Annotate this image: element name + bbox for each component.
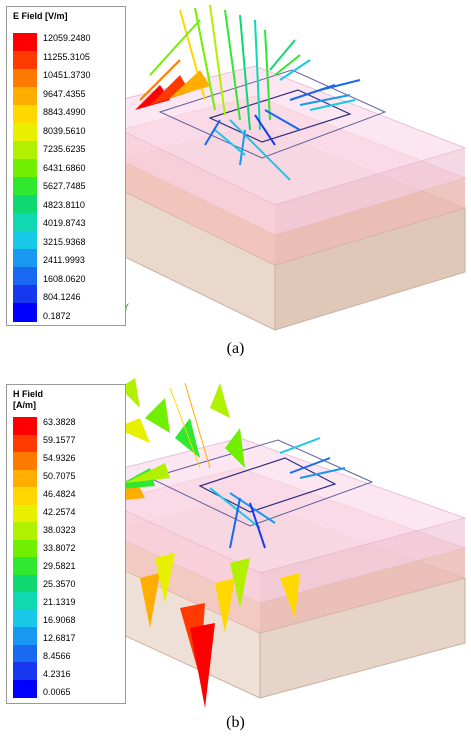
caption-a: (a) [226, 340, 245, 357]
tick-label: 2411.9993 [43, 255, 85, 266]
tick-label: 8843.4990 [43, 107, 86, 118]
color-bar-segment [13, 195, 37, 214]
color-bar-segment [13, 231, 37, 250]
color-bar-segment [13, 69, 37, 88]
tick-label: 10451.3730 [43, 70, 91, 81]
cavity-slot [198, 457, 337, 513]
color-bar-segment [13, 249, 37, 268]
tick-label: 29.5821 [43, 561, 76, 571]
color-bar-segment [13, 51, 37, 70]
caption-b: (b) [226, 714, 245, 731]
tick-label: 6431.6860 [43, 162, 86, 173]
tick-label: 38.0323 [43, 525, 76, 535]
tick-label: 50.7075 [43, 471, 76, 481]
h-field-legend-name: H Field [13, 389, 44, 399]
top-layer-left [80, 110, 275, 235]
cavity-box [158, 69, 387, 159]
e-field-color-bar [13, 33, 37, 322]
e-field-3d-scene: Z X Y [78, 4, 467, 331]
tick-label: 4019.8743 [43, 218, 86, 229]
tick-label: 33.8072 [43, 543, 76, 553]
tick-label: 0.0065 [43, 687, 71, 697]
color-bar-segment [13, 574, 37, 593]
middle-layer-right [260, 548, 465, 633]
color-bar-segment [13, 522, 37, 540]
color-bar-segment [13, 469, 37, 488]
color-bar-segment [13, 267, 37, 286]
tick-label: 8039.5610 [43, 125, 86, 136]
color-bar-segment [13, 557, 37, 575]
e-field-legend-title: E Field [V/m] [13, 11, 68, 21]
color-bar-segment [13, 504, 37, 523]
color-bar-segment [13, 141, 37, 160]
e-field-legend: E Field [V/m] 12059.2480 11255.3105 10451.… [6, 6, 126, 326]
tick-label: 25.3570 [43, 579, 76, 589]
color-bar-segment [13, 434, 37, 453]
color-bar-segment [13, 105, 37, 124]
tick-label: 12.6817 [43, 633, 76, 643]
figure-a: Z X Y E Field [V/m] 12059.2480 11255.3105… [0, 0, 471, 340]
tick-label: 54.9326 [43, 453, 76, 463]
color-bar-segment [13, 87, 37, 106]
tick-label: 63.3828 [43, 417, 76, 427]
tick-label: 1608.0620 [43, 273, 86, 284]
tick-label: 4823.8110 [43, 199, 85, 210]
color-bar-segment [13, 644, 37, 663]
color-bar-segment [13, 159, 37, 178]
tick-label: 9647.4355 [43, 88, 86, 99]
figure-b: Z X Y H Field [A/m] 63.382859.157754.932… [0, 378, 471, 713]
tick-label: 21.1319 [43, 597, 76, 607]
tick-label: 46.4824 [43, 489, 76, 499]
color-bar-segment [13, 679, 37, 698]
color-bar-segment [13, 627, 37, 645]
e-field-arrows [135, 4, 361, 181]
tick-label: 0.1872 [43, 311, 71, 321]
top-layer-right [260, 518, 465, 603]
middle-layer-left [80, 140, 275, 265]
color-bar-segment [13, 213, 37, 232]
color-bar-segment [13, 662, 37, 680]
color-bar-segment [13, 123, 37, 142]
tick-label: 11255.3105 [43, 51, 90, 62]
axis-label-y: Y [123, 302, 129, 312]
color-bar-segment [13, 539, 37, 558]
tick-label: 4.2316 [43, 669, 71, 679]
h-field-legend: H Field [A/m] 63.3828 59.1577 54.9326 50.70… [6, 384, 126, 704]
tick-label: 804.1246 [43, 292, 81, 303]
color-bar-segment [13, 285, 37, 304]
color-bar-segment [13, 609, 37, 628]
color-bar-segment [13, 177, 37, 196]
top-layer-right [275, 148, 465, 235]
tick-label: 7235.6235 [43, 144, 86, 155]
tick-label: 8.4566 [43, 651, 71, 661]
color-bar-segment [13, 592, 37, 610]
tick-label: 5627.7485 [43, 181, 86, 192]
tick-label: 59.1577 [43, 435, 76, 445]
h-field-legend-title: H Field [A/m] [13, 389, 43, 411]
tick-label: 12059.2480 [43, 33, 91, 43]
tick-label: 16.9068 [43, 615, 76, 625]
tick-label: 3215.9368 [43, 236, 86, 247]
color-bar-segment [13, 487, 37, 505]
h-field-color-bar [13, 417, 37, 698]
color-bar-segment [13, 417, 37, 435]
tick-label: 42.2574 [43, 507, 76, 517]
h-field-legend-unit: [A/m] [13, 400, 36, 410]
color-bar-segment [13, 33, 37, 52]
color-bar-segment [13, 452, 37, 470]
color-bar-segment [13, 303, 37, 322]
middle-layer-right [275, 178, 465, 265]
